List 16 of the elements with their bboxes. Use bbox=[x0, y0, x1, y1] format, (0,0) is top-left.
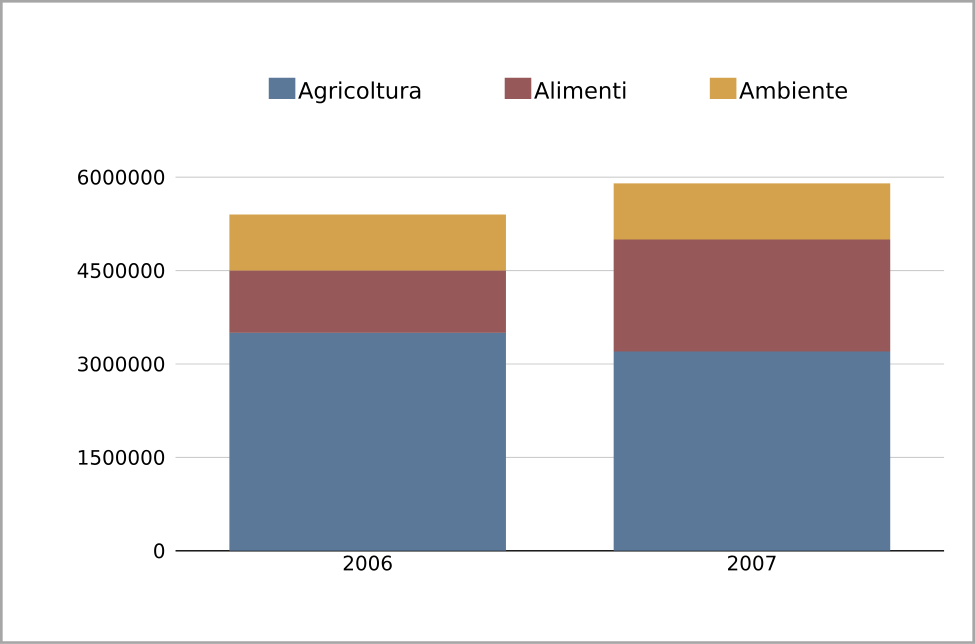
y-tick-label: 1500000 bbox=[78, 450, 164, 466]
bar bbox=[614, 239, 890, 352]
legend-label: Agricoltura bbox=[298, 81, 420, 104]
bar bbox=[229, 332, 506, 551]
x-tick-label: 2006 bbox=[344, 556, 392, 571]
y-tick-label: 4500000 bbox=[78, 263, 164, 278]
bar bbox=[614, 183, 890, 240]
y-tick-label: 6000000 bbox=[78, 170, 164, 185]
bar bbox=[614, 352, 890, 551]
x-tick-label: 2007 bbox=[728, 556, 776, 571]
legend-label: Ambiente bbox=[739, 81, 847, 99]
legend-label: Alimenti bbox=[534, 81, 626, 99]
y-tick-label: 3000000 bbox=[78, 356, 164, 372]
bar bbox=[229, 214, 506, 271]
y-tick-label: 0 bbox=[154, 543, 164, 558]
bar bbox=[229, 270, 506, 333]
